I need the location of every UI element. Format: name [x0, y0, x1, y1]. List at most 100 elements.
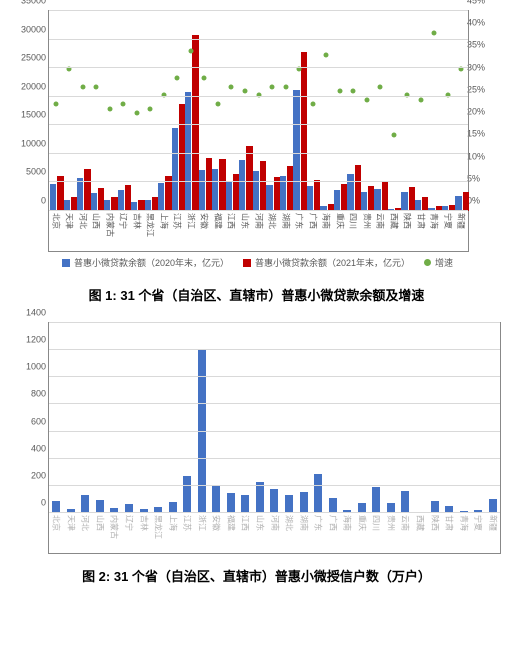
growth-point — [391, 133, 396, 138]
y-tick-right: 30% — [467, 63, 503, 72]
x-axis-label: 江苏 — [172, 213, 183, 229]
bar-accounts — [401, 491, 409, 513]
bar-accounts — [489, 499, 497, 513]
x-axis-label: 湖北 — [267, 213, 278, 229]
y-tick-left: 0 — [10, 499, 46, 508]
x-axis-label: 贵州 — [385, 515, 396, 531]
chart1-x-axis: 北京天津河北山西内蒙古辽宁吉林黑龙江上海江苏浙江安徽福建江西山东河南湖北湖南广东… — [49, 211, 468, 251]
y-tick-left: 600 — [10, 417, 46, 426]
x-axis-label: 海南 — [342, 515, 353, 531]
y-tick-left: 800 — [10, 390, 46, 399]
growth-point — [121, 102, 126, 107]
x-axis-label: 青海 — [458, 515, 469, 531]
growth-point — [351, 89, 356, 94]
bar-accounts — [183, 476, 191, 513]
growth-point — [94, 84, 99, 89]
x-axis-label: 河南 — [253, 213, 264, 229]
chart2-container: 0200400600800100012001400 北京天津河北山西内蒙古辽宁吉… — [48, 322, 499, 554]
x-axis-label: 上海 — [158, 213, 169, 229]
x-axis-label: 江苏 — [182, 515, 193, 531]
y-tick-right: 20% — [467, 108, 503, 117]
x-axis-label: 四川 — [371, 515, 382, 531]
chart2-y-axis-left: 0200400600800100012001400 — [10, 322, 46, 512]
growth-point — [324, 53, 329, 58]
legend-label: 普惠小微贷款余额（2021年末，亿元） — [255, 256, 410, 269]
x-axis-label: 河北 — [80, 515, 91, 531]
x-axis-label: 重庆 — [334, 213, 345, 229]
growth-point — [134, 111, 139, 116]
x-axis-label: 山西 — [94, 515, 105, 531]
x-axis-label: 天津 — [64, 213, 75, 229]
y-tick-left: 1400 — [10, 309, 46, 318]
growth-point — [188, 49, 193, 54]
y-tick-right: 40% — [467, 19, 503, 28]
x-axis-label: 福建 — [225, 515, 236, 531]
bar-accounts — [241, 495, 249, 513]
x-axis-label: 陕西 — [429, 515, 440, 531]
x-axis-label: 上海 — [167, 515, 178, 531]
chart1-y-axis-right: 0%5%10%15%20%25%30%35%40%45% — [467, 10, 503, 210]
x-axis-label: 河南 — [269, 515, 280, 531]
bar-accounts — [81, 495, 89, 513]
x-axis-label: 甘肃 — [415, 213, 426, 229]
x-axis-label: 宁夏 — [473, 515, 484, 531]
growth-point — [53, 102, 58, 107]
legend-swatch — [243, 259, 251, 267]
growth-point — [378, 84, 383, 89]
y-tick-left: 1200 — [10, 336, 46, 345]
legend-label: 普惠小微贷款余额（2020年末，亿元） — [74, 256, 229, 269]
y-tick-left: 5000 — [10, 168, 46, 177]
bar-accounts — [227, 493, 235, 513]
legend-item: 普惠小微贷款余额（2020年末，亿元） — [62, 256, 229, 269]
y-tick-right: 10% — [467, 152, 503, 161]
bar-accounts — [372, 487, 380, 513]
x-axis-label: 福建 — [212, 213, 223, 229]
x-axis-label: 甘肃 — [444, 515, 455, 531]
growth-point — [310, 102, 315, 107]
growth-point — [364, 97, 369, 102]
y-tick-left: 0 — [10, 197, 46, 206]
y-tick-left: 400 — [10, 444, 46, 453]
bar-accounts — [300, 492, 308, 513]
chart2-plot-area: 北京天津河北山西内蒙古辽宁吉林黑龙江上海江苏浙江安徽福建江西山东河南湖北湖南广东… — [48, 322, 501, 554]
y-tick-right: 25% — [467, 85, 503, 94]
x-axis-label: 北京 — [50, 213, 61, 229]
x-axis-label: 广西 — [327, 515, 338, 531]
x-axis-label: 山东 — [254, 515, 265, 531]
x-axis-label: 陕西 — [402, 213, 413, 229]
growth-point — [337, 89, 342, 94]
bar-accounts — [256, 482, 264, 513]
x-axis-label: 吉林 — [138, 515, 149, 531]
chart1-legend: 普惠小微贷款余额（2020年末，亿元）普惠小微贷款余额（2021年末，亿元）增速 — [48, 252, 467, 273]
x-axis-label: 云南 — [400, 515, 411, 531]
x-axis-label: 海南 — [321, 213, 332, 229]
chart2-x-axis: 北京天津河北山西内蒙古辽宁吉林黑龙江上海江苏浙江安徽福建江西山东河南湖北湖南广东… — [49, 513, 500, 553]
x-axis-label: 广东 — [313, 515, 324, 531]
y-tick-right: 35% — [467, 41, 503, 50]
chart2-plot — [49, 323, 500, 513]
x-axis-label: 广西 — [307, 213, 318, 229]
x-axis-label: 重庆 — [356, 515, 367, 531]
y-tick-left: 1000 — [10, 363, 46, 372]
growth-point — [270, 84, 275, 89]
growth-point — [175, 75, 180, 80]
x-axis-label: 宁夏 — [442, 213, 453, 229]
x-axis-label: 安徽 — [199, 213, 210, 229]
bar-accounts — [285, 495, 293, 513]
y-tick-left: 10000 — [10, 139, 46, 148]
bar-accounts — [212, 485, 220, 514]
chart1-caption: 图 1: 31 个省（自治区、直辖市）普惠小微贷款余额及增速 — [10, 285, 503, 304]
x-axis-label: 河北 — [77, 213, 88, 229]
growth-point — [229, 84, 234, 89]
x-axis-label: 天津 — [65, 515, 76, 531]
x-axis-label: 吉林 — [131, 213, 142, 229]
x-axis-label: 山西 — [91, 213, 102, 229]
legend-swatch — [424, 259, 431, 266]
y-tick-right: 0% — [467, 197, 503, 206]
chart2-wrapper: 0200400600800100012001400 北京天津河北山西内蒙古辽宁吉… — [10, 322, 503, 554]
y-tick-left: 15000 — [10, 111, 46, 120]
growth-point — [107, 106, 112, 111]
x-axis-label: 贵州 — [361, 213, 372, 229]
y-tick-left: 25000 — [10, 54, 46, 63]
x-axis-label: 辽宁 — [124, 515, 135, 531]
